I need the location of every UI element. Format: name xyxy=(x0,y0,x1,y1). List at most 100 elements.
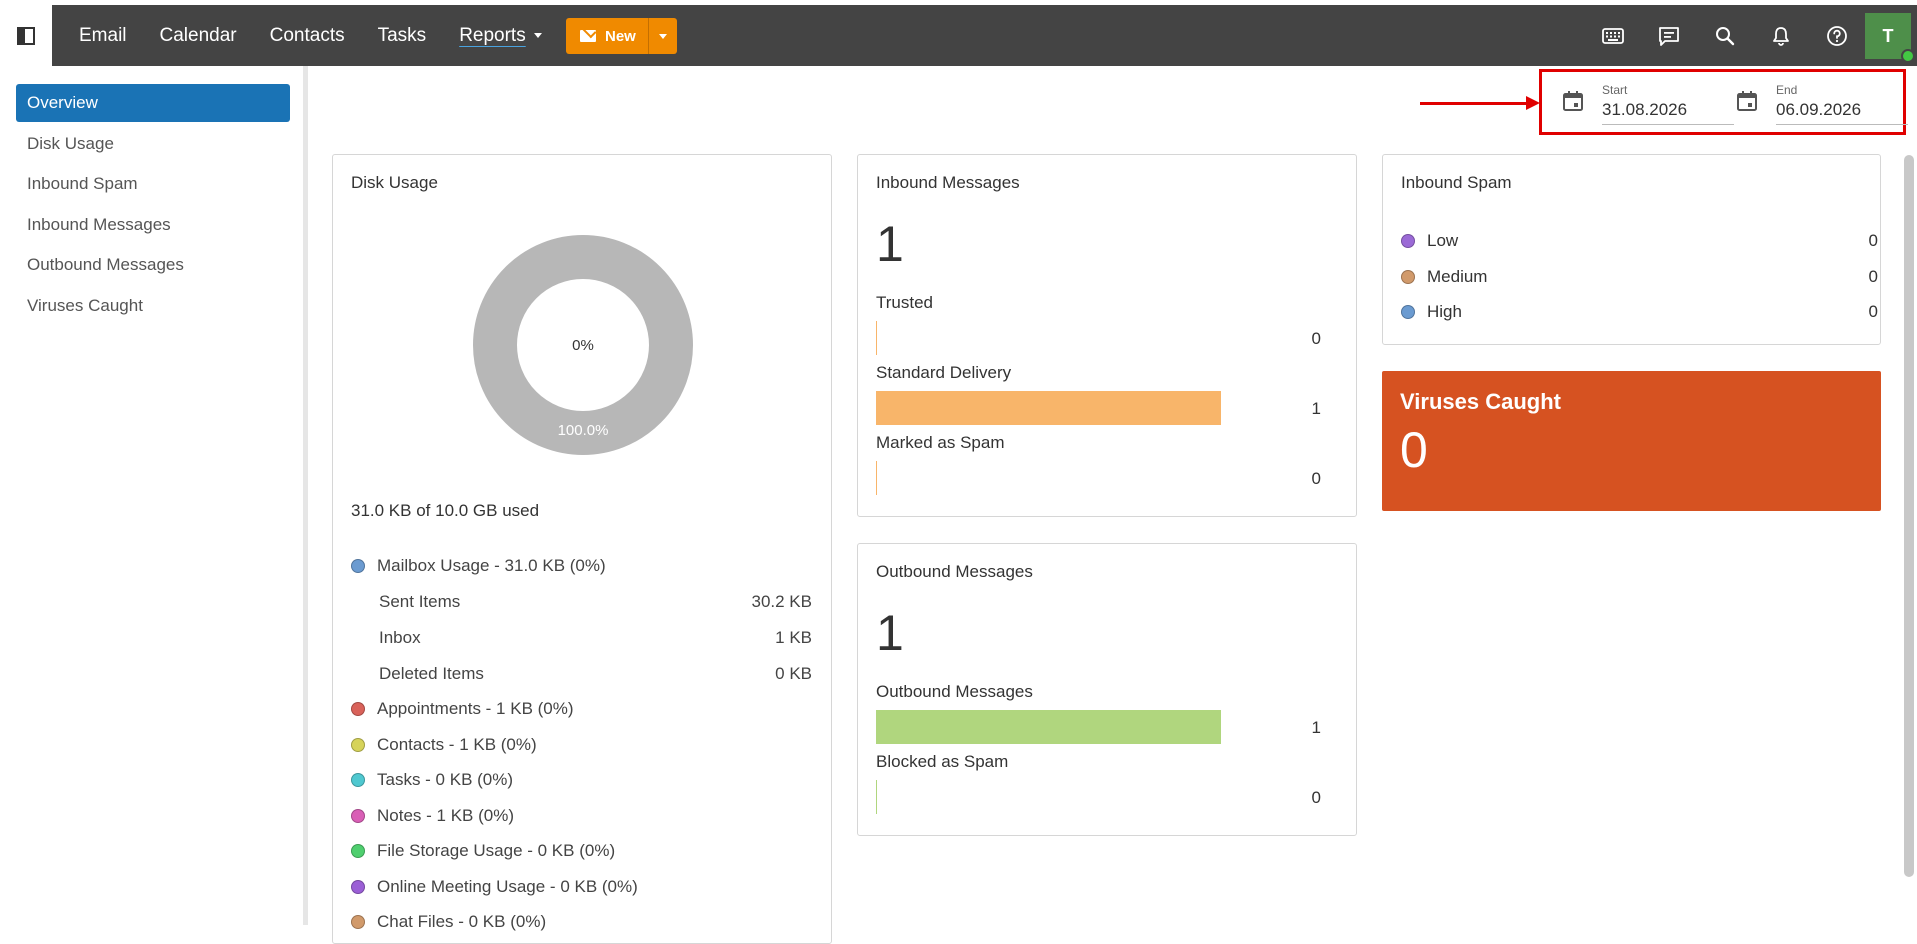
chevron-down-icon xyxy=(659,33,667,39)
disk-sub-value: 30.2 KB xyxy=(751,592,813,611)
legend-label: Notes - 1 KB (0%) xyxy=(377,806,514,825)
end-date-label: End xyxy=(1776,83,1798,97)
legend-label: Online Meeting Usage - 0 KB (0%) xyxy=(377,877,638,896)
sidebar-item-inbound-spam[interactable]: Inbound Spam xyxy=(27,174,138,193)
blocked-as-spam-bar xyxy=(876,780,877,814)
chat-icon xyxy=(1659,26,1679,46)
bar-label: Standard Delivery xyxy=(876,363,1012,382)
presence-status-icon xyxy=(1901,49,1915,63)
trusted-bar xyxy=(876,321,877,355)
legend-dot xyxy=(351,773,365,787)
new-button[interactable]: New xyxy=(566,18,648,54)
outbound-row-blocked-as-spam: Blocked as Spam 0 xyxy=(876,752,1321,814)
disk-sub-row: Sent Items 30.2 KB xyxy=(351,589,812,615)
inbound-messages-card: Inbound Messages 1 Trusted 0 Standard De… xyxy=(857,154,1357,517)
viruses-caught-title: Viruses Caught xyxy=(1400,389,1561,414)
bar-value: 0 xyxy=(1311,469,1321,488)
legend-label: Appointments - 1 KB (0%) xyxy=(377,699,574,718)
legend-dot xyxy=(351,844,365,858)
search-icon xyxy=(1716,26,1735,45)
avatar[interactable]: T xyxy=(1865,13,1915,63)
nav-calendar[interactable]: Calendar xyxy=(159,24,237,46)
bar-label: Trusted xyxy=(876,293,934,312)
disk-sub-label: Deleted Items xyxy=(379,664,484,683)
calendar-icon xyxy=(1737,91,1757,111)
donut-center-label: 0% xyxy=(572,337,594,354)
sidebar-item-overview[interactable]: Overview xyxy=(16,84,290,122)
inbound-spam-title: Inbound Spam xyxy=(1401,173,1512,192)
standard-delivery-bar xyxy=(876,391,1221,425)
outbound-messages-card: Outbound Messages 1 Outbound Messages 1 … xyxy=(857,543,1357,836)
nav-email[interactable]: Email xyxy=(79,24,127,46)
sidebar-item-inbound-messages[interactable]: Inbound Messages xyxy=(27,215,171,234)
keyboard-icon xyxy=(1602,27,1624,44)
legend-label: Chat Files - 0 KB (0%) xyxy=(377,912,547,931)
end-date-input[interactable]: 06.09.2026 xyxy=(1776,100,1908,125)
nav-contacts[interactable]: Contacts xyxy=(269,24,345,46)
new-button-group: New xyxy=(566,18,677,54)
donut-ring-label: 100.0% xyxy=(558,422,609,439)
search-button[interactable] xyxy=(1697,5,1753,66)
legend-label: Mailbox Usage - 31.0 KB (0%) xyxy=(377,556,606,575)
chat-button[interactable] xyxy=(1641,5,1697,66)
envelope-icon xyxy=(580,30,596,42)
spam-value: 0 xyxy=(1868,302,1878,321)
spam-value: 0 xyxy=(1868,267,1878,286)
legend-label: File Storage Usage - 0 KB (0%) xyxy=(377,841,616,860)
legend-dot xyxy=(1401,234,1415,248)
sidebar-item-viruses-caught[interactable]: Viruses Caught xyxy=(27,296,143,315)
spam-label: Medium xyxy=(1427,267,1488,286)
outbound-messages-total: 1 xyxy=(876,605,904,661)
bar-value: 1 xyxy=(1311,718,1321,737)
nav-tasks[interactable]: Tasks xyxy=(377,24,427,46)
legend-dot xyxy=(1401,270,1415,284)
avatar-initial: T xyxy=(1882,25,1894,46)
inbound-messages-total: 1 xyxy=(876,216,904,272)
disk-sub-value: 0 KB xyxy=(775,664,812,683)
spam-row-high: High 0 xyxy=(1401,300,1878,324)
inbound-messages-title: Inbound Messages xyxy=(876,173,1020,192)
inbound-row-trusted: Trusted 0 xyxy=(876,293,1321,355)
legend-item: Appointments - 1 KB (0%) xyxy=(351,696,812,722)
legend-dot xyxy=(351,702,365,716)
bar-value: 1 xyxy=(1311,399,1321,418)
top-icons xyxy=(1585,5,1865,66)
disk-usage-summary: 31.0 KB of 10.0 GB used xyxy=(351,501,540,520)
spam-label: Low xyxy=(1427,231,1459,250)
sidebar-item-disk-usage[interactable]: Disk Usage xyxy=(27,134,114,153)
keyboard-button[interactable] xyxy=(1585,5,1641,66)
legend-dot xyxy=(351,880,365,894)
nav-reports[interactable]: Reports xyxy=(459,25,542,47)
top-bar: Email Calendar Contacts Tasks Reports Ne… xyxy=(0,5,1917,66)
viruses-caught-count: 0 xyxy=(1400,422,1428,478)
chevron-down-icon xyxy=(533,32,542,38)
spam-label: High xyxy=(1427,302,1462,321)
help-button[interactable] xyxy=(1809,5,1865,66)
legend-dot xyxy=(351,809,365,823)
start-date-input[interactable]: 31.08.2026 xyxy=(1602,100,1734,125)
disk-sub-label: Sent Items xyxy=(379,592,461,611)
disk-sub-row: Deleted Items 0 KB xyxy=(351,661,812,687)
spam-value: 0 xyxy=(1868,231,1878,250)
disk-sub-value: 1 KB xyxy=(775,628,812,647)
legend-item: Notes - 1 KB (0%) xyxy=(351,803,812,829)
legend-dot xyxy=(351,559,365,573)
disk-usage-card: Disk Usage 0% 100.0% 31.0 KB of 10.0 GB … xyxy=(332,154,832,944)
legend-dot xyxy=(1401,305,1415,319)
legend-item: Online Meeting Usage - 0 KB (0%) xyxy=(351,874,812,900)
page-scrollbar[interactable] xyxy=(1904,155,1914,877)
bar-label: Blocked as Spam xyxy=(876,752,1009,771)
legend-item: Contacts - 1 KB (0%) xyxy=(351,732,812,758)
notifications-button[interactable] xyxy=(1753,5,1809,66)
spam-row-low: Low 0 xyxy=(1401,229,1878,253)
outbound-row-outbound: Outbound Messages 1 xyxy=(876,682,1321,744)
start-date-label: Start xyxy=(1602,83,1628,97)
legend-item: Chat Files - 0 KB (0%) xyxy=(351,909,812,935)
marked-as-spam-bar xyxy=(876,461,877,495)
new-dropdown-button[interactable] xyxy=(648,18,677,54)
sidebar-toggle-button[interactable] xyxy=(0,5,52,66)
sidebar-item-outbound-messages[interactable]: Outbound Messages xyxy=(27,255,184,274)
disk-usage-title: Disk Usage xyxy=(351,173,438,192)
annotation-arrow-head xyxy=(1526,96,1540,110)
legend-item: Tasks - 0 KB (0%) xyxy=(351,767,812,793)
